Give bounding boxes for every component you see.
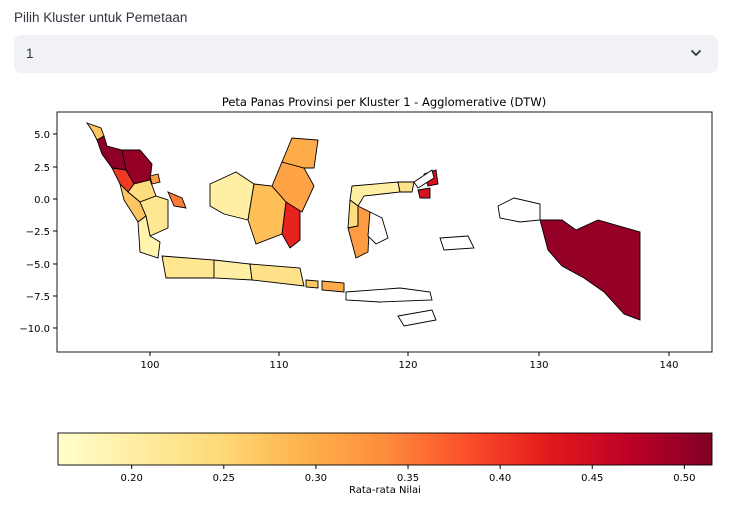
y-tick-label: −5.0 [26, 260, 50, 271]
region-jawa-barat [161, 255, 215, 279]
heatmap-figure: Peta Panas Provinsi per Kluster 1 - Aggl… [19, 95, 713, 496]
region-kepulauan-riau [149, 173, 161, 185]
x-axis: 100 110 120 130 140 [140, 352, 679, 371]
colorbar-tick-label: 0.30 [305, 473, 327, 484]
chevron-down-icon[interactable] [688, 45, 704, 61]
colorbar-tick-label: 0.40 [489, 473, 511, 484]
region-timor-outline [397, 309, 437, 327]
cluster-select-label: Pilih Kluster untuk Pemetaan [14, 10, 188, 25]
unshaded-regions [345, 169, 541, 327]
region-bangka-belitung [167, 191, 187, 209]
colorbar-tick-label: 0.45 [581, 473, 603, 484]
colorbar-tick-label: 0.25 [213, 473, 235, 484]
colorbar-label: Rata-rata Nilai [349, 485, 421, 496]
x-tick-label: 100 [140, 360, 159, 371]
region-gorontalo [397, 181, 415, 193]
colorbar-tick-label: 0.50 [673, 473, 695, 484]
x-tick-label: 110 [269, 360, 288, 371]
y-tick-label: 5.0 [34, 130, 50, 141]
region-sulawesi-tenggara-outline [367, 211, 389, 245]
region-ntt-outline [345, 287, 433, 303]
region-lampung [137, 215, 161, 259]
y-tick-label: −2.5 [26, 227, 50, 238]
region-kalimantan-selatan [281, 201, 301, 249]
region-papua-barat-outline [497, 197, 541, 223]
region-kalimantan-utara [281, 137, 319, 169]
colorbar-tick-label: 0.35 [397, 473, 419, 484]
x-tick-label: 130 [529, 360, 548, 371]
region-papua [539, 219, 641, 321]
cluster-select-value: 1 [26, 46, 34, 61]
y-axis: 5.0 2.5 0.0 −2.5 −5.0 −7.5 −10.0 [19, 130, 57, 335]
colorbar-gradient [57, 432, 713, 466]
y-tick-label: −7.5 [26, 292, 50, 303]
chart-title: Peta Panas Provinsi per Kluster 1 - Aggl… [222, 95, 546, 109]
region-ntb [321, 280, 345, 293]
province-regions [85, 122, 641, 321]
colorbar-tick-label: 0.20 [121, 473, 143, 484]
colorbar: 0.20 0.25 0.30 0.35 0.40 0.45 0.50 Rata-rata N… [57, 432, 713, 496]
region-jawa-timur [249, 263, 305, 287]
y-tick-label: 0.0 [34, 195, 50, 206]
y-tick-label: −10.0 [19, 324, 50, 335]
region-maluku-outline [439, 235, 475, 251]
cluster-select[interactable]: 1 [14, 35, 718, 73]
region-sulawesi-utara-outline [413, 169, 435, 189]
y-tick-label: 2.5 [34, 163, 50, 174]
region-bali [305, 279, 319, 289]
x-tick-label: 140 [659, 360, 678, 371]
x-tick-label: 120 [398, 360, 417, 371]
